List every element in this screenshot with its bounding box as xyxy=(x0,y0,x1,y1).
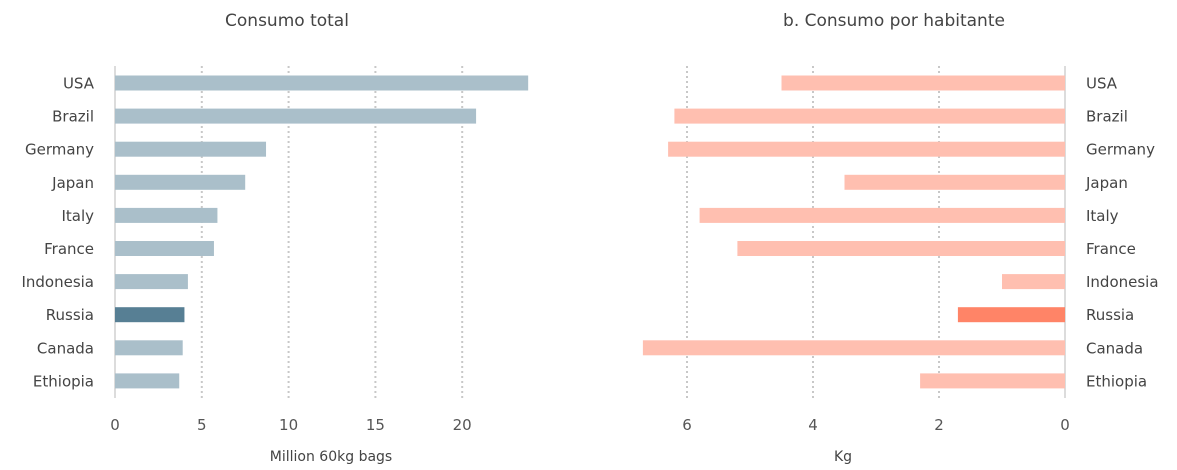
total-consumption-xlabel: Million 60kg bags xyxy=(270,449,392,465)
left-bar-indonesia xyxy=(115,274,188,290)
left-tick-label-15: 15 xyxy=(366,416,385,434)
right-bar-france xyxy=(737,241,1065,256)
right-tick-label-0: 0 xyxy=(1060,416,1070,434)
left-bars xyxy=(115,75,529,389)
left-bar-ethiopia xyxy=(115,373,180,389)
right-bar-italy xyxy=(699,207,1065,223)
left-category-label-indonesia: Indonesia xyxy=(21,273,94,291)
left-bar-germany xyxy=(115,141,267,157)
right-bar-canada xyxy=(642,340,1065,356)
left-category-label-japan: Japan xyxy=(51,174,94,192)
left-category-label-usa: USA xyxy=(63,75,95,93)
per-capita-consumption-chart: b. Consumo por habitante USA Brazil German… xyxy=(642,11,1159,465)
right-category-label-italy: Italy xyxy=(1086,207,1119,225)
right-bar-germany xyxy=(668,141,1065,157)
left-category-label-ethiopia: Ethiopia xyxy=(33,372,94,390)
right-category-label-usa: USA xyxy=(1086,75,1118,93)
left-tick-labels: 0 5 10 15 20 xyxy=(110,416,472,434)
left-bar-usa xyxy=(115,75,529,91)
left-category-label-russia: Russia xyxy=(46,306,94,324)
right-category-label-japan: Japan xyxy=(1085,174,1128,192)
left-bar-france xyxy=(115,241,214,256)
right-category-label-france: France xyxy=(1086,240,1136,258)
right-category-label-ethiopia: Ethiopia xyxy=(1086,372,1147,390)
left-bar-brazil xyxy=(115,108,477,124)
right-bar-indonesia xyxy=(1002,274,1065,290)
left-tick-label-10: 10 xyxy=(279,416,298,434)
left-category-label-germany: Germany xyxy=(25,141,94,159)
left-category-label-canada: Canada xyxy=(37,339,94,357)
right-category-labels: USA Brazil Germany Japan Italy France Indonesi… xyxy=(1085,75,1159,391)
right-bar-usa xyxy=(781,75,1065,91)
left-tick-label-0: 0 xyxy=(110,416,120,434)
per-capita-consumption-title: b. Consumo por habitante xyxy=(783,11,1005,31)
left-bar-italy xyxy=(115,207,218,223)
right-bar-brazil xyxy=(674,108,1065,124)
left-category-label-brazil: Brazil xyxy=(52,108,94,126)
left-tick-label-20: 20 xyxy=(453,416,472,434)
right-category-label-canada: Canada xyxy=(1086,339,1143,357)
right-category-label-indonesia: Indonesia xyxy=(1086,273,1159,291)
left-bar-canada xyxy=(115,340,183,356)
right-bar-ethiopia xyxy=(920,373,1065,389)
right-category-label-russia: Russia xyxy=(1086,306,1134,324)
right-tick-label-4: 4 xyxy=(808,416,818,434)
left-category-label-france: France xyxy=(44,240,94,258)
right-tick-labels: 6 4 2 0 xyxy=(682,416,1070,434)
right-category-label-brazil: Brazil xyxy=(1086,108,1128,126)
per-capita-consumption-xlabel: Kg xyxy=(834,449,852,465)
right-tick-label-6: 6 xyxy=(682,416,692,434)
total-consumption-chart: Consumo total USA Brazil Germany Japan Italy… xyxy=(21,11,529,465)
left-bar-russia xyxy=(115,307,185,323)
left-category-label-italy: Italy xyxy=(61,207,94,225)
right-tick-label-2: 2 xyxy=(934,416,944,434)
left-tick-label-5: 5 xyxy=(197,416,207,434)
right-bar-russia xyxy=(957,307,1065,323)
right-bar-japan xyxy=(844,174,1065,190)
left-bar-japan xyxy=(115,174,246,190)
left-category-labels: USA Brazil Germany Japan Italy France Indonesi… xyxy=(21,75,94,391)
total-consumption-title: Consumo total xyxy=(225,11,349,31)
right-category-label-germany: Germany xyxy=(1086,141,1155,159)
right-bars xyxy=(642,75,1065,389)
